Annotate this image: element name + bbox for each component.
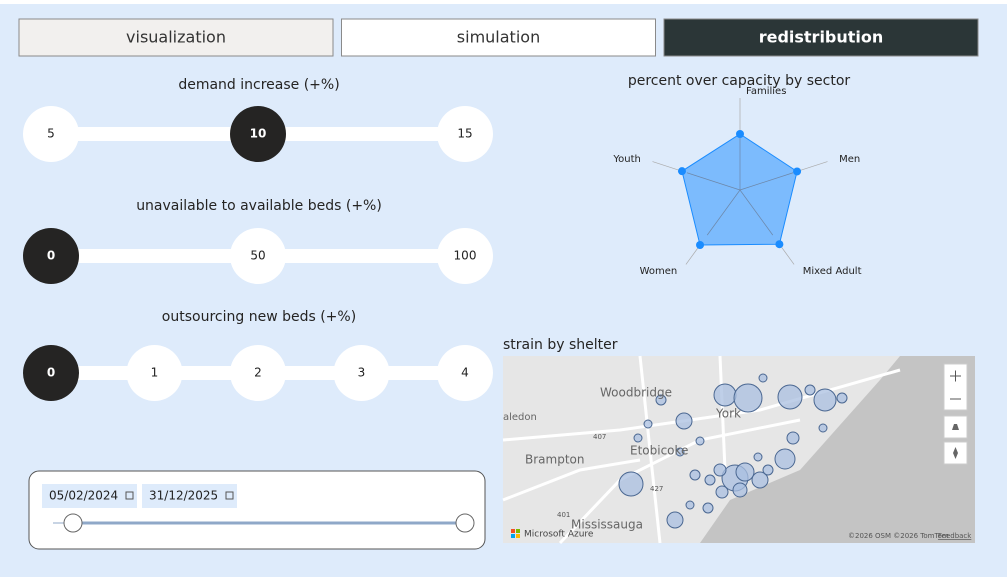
slicer-option-label: 4 [461, 366, 469, 380]
slicer-option[interactable] [437, 228, 493, 284]
slicer-title: outsourcing new beds (+%) [162, 309, 356, 325]
slicer-option-label: 100 [454, 249, 477, 263]
radar-label: Youth [612, 154, 641, 165]
date-handle[interactable] [63, 513, 83, 533]
slicer-option-label: 0 [47, 366, 55, 380]
slicer-option[interactable] [333, 345, 390, 401]
slicer-option[interactable] [437, 106, 493, 162]
ms-logo [511, 529, 515, 533]
tab[interactable] [663, 18, 979, 57]
slicer-option-label: 50 [250, 249, 265, 263]
highway-label: 407 [593, 433, 606, 441]
control-icons [952, 424, 959, 459]
map-title: strain by shelter [503, 337, 618, 353]
radar-label: Women [640, 266, 678, 277]
calendar-icon [225, 491, 234, 500]
radar-leader [796, 161, 828, 172]
radar-axis [739, 172, 794, 191]
date-start: 05/02/2024 [49, 489, 118, 503]
shelter-bubbles [618, 373, 848, 529]
date-start-box[interactable] [42, 484, 137, 508]
map-label: Mississauga [571, 518, 643, 532]
map-feedback[interactable]: Feedback [938, 532, 972, 540]
slicer-option[interactable] [230, 345, 286, 401]
zoom-icons [950, 370, 961, 400]
slicer-option-label: 0 [47, 249, 55, 263]
slicer-option[interactable] [230, 228, 286, 284]
tab-label: visualization [126, 28, 226, 47]
slicer-option[interactable] [126, 345, 183, 401]
slicer-option-label: 5 [47, 127, 55, 141]
map-label: Etobicoke [630, 444, 688, 458]
slicer-option-label: 1 [151, 366, 159, 380]
radar-label: Families [746, 86, 786, 97]
map-label: Woodbridge [600, 386, 672, 400]
slicer-option-label: 10 [250, 127, 267, 141]
map-water [700, 356, 975, 543]
tab[interactable] [18, 18, 334, 57]
map-attribution: Microsoft Azure [524, 530, 594, 540]
highway-label: 427 [650, 485, 663, 493]
radar-point [793, 167, 802, 176]
slicer-title: unavailable to available beds (+%) [136, 198, 382, 214]
zoom-controls[interactable] [943, 363, 968, 411]
map-label: aledon [503, 412, 537, 423]
date-panel [28, 470, 486, 550]
radar-axis [686, 172, 741, 191]
date-handle[interactable] [455, 513, 475, 533]
calendar-icon [125, 491, 134, 500]
radar-point [677, 167, 686, 176]
slicer-option[interactable] [23, 228, 79, 284]
map-label: Brampton [525, 453, 584, 467]
radar-title: percent over capacity by sector [628, 73, 851, 89]
ms-logo [516, 529, 520, 533]
slicer-option[interactable] [23, 345, 79, 401]
slicer-option-label: 2 [254, 366, 262, 380]
radar-label: Men [839, 154, 860, 165]
radar-leader [779, 243, 795, 265]
slicer-option[interactable] [437, 345, 493, 401]
tab-label: simulation [457, 28, 540, 47]
slicer-option[interactable] [23, 106, 79, 162]
radar-point [736, 130, 744, 138]
ms-logo [516, 534, 520, 538]
radar-point [775, 240, 784, 249]
map-label: York [715, 407, 741, 421]
slicer-option[interactable] [230, 106, 286, 162]
date-end: 31/12/2025 [149, 489, 218, 503]
tab-label: redistribution [759, 28, 884, 47]
slicer-option-label: 3 [358, 366, 366, 380]
date-end-box[interactable] [142, 484, 237, 508]
map[interactable]: Woodbridge York aledon Brampton Etobicok… [502, 355, 975, 545]
ms-logo [511, 534, 515, 538]
radar-axis [739, 189, 774, 236]
tab[interactable] [341, 18, 656, 57]
map-copyright: ©2026 OSM ©2026 TomTom [848, 532, 949, 540]
slicer-title: demand increase (+%) [178, 77, 339, 93]
radar-point [696, 241, 705, 250]
radar-axis [706, 189, 741, 236]
radar-label: Mixed Adult [803, 266, 862, 277]
radar-leader [652, 161, 683, 172]
highway-label: 401 [557, 511, 570, 519]
slicer-option-label: 15 [457, 127, 472, 141]
